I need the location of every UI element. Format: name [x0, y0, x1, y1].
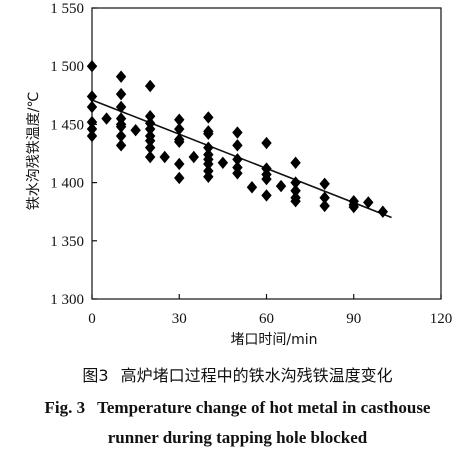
data-point	[261, 172, 272, 186]
data-point	[174, 122, 185, 136]
data-point	[246, 181, 258, 194]
data-point	[86, 100, 98, 114]
figure-title-english-line1: Temperature change of hot metal in casth…	[97, 398, 431, 417]
y-tick-label: 1 300	[50, 292, 84, 308]
data-point	[159, 150, 170, 164]
data-point	[203, 141, 214, 154]
scatter-chart: 0 30 60 90 120 1 300 1 350 1 400 1 450 1 500 1 550…	[26, 1, 452, 348]
data-point	[144, 141, 156, 154]
data-point	[174, 135, 185, 149]
data-point	[115, 100, 127, 114]
y-tick-label: 1 450	[50, 117, 84, 133]
figure-title-english-line2: runner during tapping hole blocked	[107, 428, 368, 447]
data-point	[115, 120, 127, 133]
data-points	[86, 60, 389, 218]
y-tick-label: 1 500	[50, 59, 84, 75]
data-point	[115, 87, 127, 101]
data-point	[188, 150, 199, 164]
y-tick-label: 1 400	[50, 176, 84, 192]
data-point	[144, 134, 156, 147]
data-point	[232, 153, 243, 166]
data-point	[86, 115, 98, 129]
data-point	[217, 156, 229, 170]
data-point	[203, 127, 214, 140]
figure-title-chinese: 高炉堵口过程中的铁水沟残铁温度变化	[120, 366, 393, 385]
y-tick-label: 1 550	[50, 1, 84, 17]
data-point	[144, 79, 156, 93]
x-tick-label: 30	[172, 311, 187, 327]
data-point	[115, 139, 127, 152]
plot-border	[91, 7, 442, 300]
data-point	[232, 139, 243, 152]
data-point	[290, 195, 301, 208]
data-point	[174, 157, 185, 171]
data-point	[261, 136, 272, 150]
x-tick-label: 120	[430, 311, 453, 327]
data-point	[174, 113, 185, 126]
figure-caption-english-line2: runner during tapping hole blocked	[0, 428, 475, 448]
data-point	[319, 199, 330, 213]
data-point	[203, 170, 214, 183]
data-point	[101, 112, 112, 125]
data-point	[86, 129, 98, 143]
data-point	[377, 205, 389, 218]
data-point	[261, 189, 272, 202]
figure-label-chinese: 图3	[82, 366, 109, 385]
data-point	[290, 156, 301, 170]
data-point	[363, 196, 374, 209]
data-point	[319, 177, 330, 190]
data-point	[144, 110, 156, 123]
plot-frame	[91, 7, 442, 300]
x-tick-label: 60	[259, 311, 274, 327]
figure-caption-english-line1: Fig. 3 Temperature change of hot metal in…	[0, 398, 475, 418]
axis-tick-labels: 0 30 60 90 120 1 300 1 350 1 400 1 450 1 500 1 550	[50, 1, 452, 327]
data-point	[319, 191, 330, 204]
figure-label-english: Fig. 3	[44, 398, 86, 417]
data-point	[86, 122, 98, 136]
data-point	[144, 150, 156, 164]
data-point	[115, 70, 127, 83]
data-point	[348, 200, 359, 214]
data-point	[232, 167, 243, 180]
axis-ticks	[91, 7, 442, 300]
data-point	[130, 124, 141, 137]
y-axis-title: 铁水沟残铁温度/℃	[26, 92, 42, 210]
data-point	[144, 122, 156, 136]
x-tick-label: 90	[346, 311, 361, 327]
data-point	[174, 171, 185, 185]
data-point	[203, 111, 214, 124]
data-point	[86, 60, 98, 73]
figure-caption-chinese: 图3 高炉堵口过程中的铁水沟残铁温度变化	[0, 362, 475, 386]
y-tick-label: 1 350	[50, 234, 84, 250]
x-axis-title: 堵口时间/min	[230, 332, 317, 348]
data-point	[86, 90, 98, 103]
data-point	[290, 176, 301, 189]
data-point	[290, 184, 301, 197]
data-point	[203, 157, 214, 171]
x-tick-label: 0	[88, 311, 96, 327]
data-point	[232, 126, 243, 139]
data-point	[115, 129, 127, 143]
data-point	[275, 179, 287, 193]
